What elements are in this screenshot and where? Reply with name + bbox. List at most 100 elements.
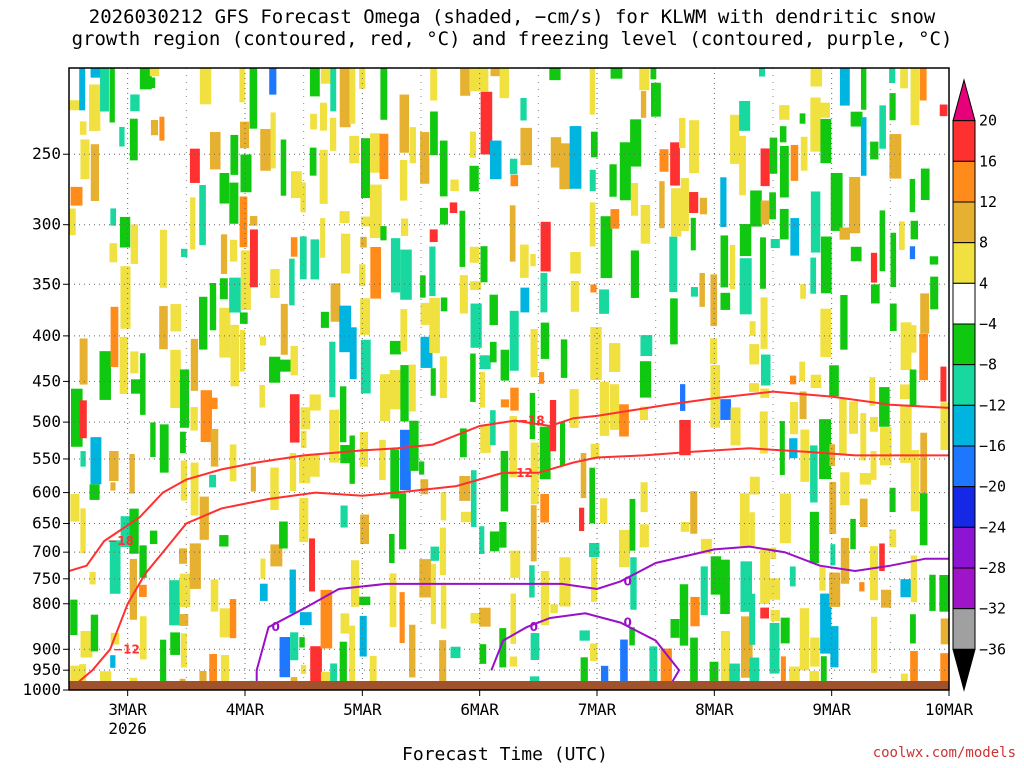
x-tick-year: 2026 [108, 719, 147, 738]
omega-cell [870, 141, 879, 160]
omega-cell [570, 281, 579, 312]
omega-cell [469, 131, 477, 158]
omega-cell [219, 278, 228, 300]
colorbar-swatch [952, 526, 976, 569]
omega-cell [790, 218, 800, 256]
omega-cell [650, 82, 661, 117]
omega-cell [789, 666, 800, 690]
omega-cell [540, 272, 548, 313]
omega-cell [159, 306, 168, 350]
omega-cell [229, 444, 237, 482]
omega-cell [290, 171, 302, 199]
omega-cell [79, 121, 87, 135]
omega-cell [910, 450, 920, 512]
omega-cell [79, 400, 87, 439]
omega-cell [110, 208, 117, 226]
omega-cell [789, 438, 798, 459]
omega-cell [449, 202, 458, 214]
y-tick-label: 450 [32, 371, 61, 390]
omega-cell [459, 275, 468, 314]
omega-cell [420, 275, 426, 298]
x-tick-label: 10MAR [925, 700, 974, 719]
omega-cell [180, 248, 188, 258]
omega-cell [919, 493, 928, 546]
omega-cell [539, 372, 545, 384]
omega-cell [480, 425, 491, 453]
omega-cell [889, 134, 902, 179]
omega-cell [900, 579, 912, 598]
omega-cell [159, 229, 167, 288]
omega-cell [149, 530, 158, 545]
omega-cell [779, 145, 789, 198]
omega-cell [720, 177, 727, 228]
omega-cell [290, 237, 298, 257]
omega-cell [389, 573, 397, 628]
omega-cell [129, 508, 139, 554]
omega-cell [349, 625, 355, 682]
omega-cell [909, 369, 917, 406]
omega-cell [499, 68, 509, 99]
omega-cell [659, 149, 669, 172]
omega-cell [379, 439, 386, 481]
omega-cell [330, 283, 341, 322]
omega-cell [360, 216, 372, 227]
omega-cell [550, 604, 558, 614]
contour-label: −12 [506, 466, 533, 480]
omega-cell [829, 572, 841, 607]
omega-cell [420, 132, 430, 184]
omega-cell [489, 140, 502, 180]
omega-cell [189, 543, 201, 589]
contour-line [69, 390, 949, 572]
omega-cell [270, 544, 283, 567]
omega-cell [670, 142, 680, 186]
terrain-ground [69, 681, 949, 690]
omega-cell [429, 297, 440, 354]
omega-cell [869, 685, 876, 690]
omega-cell [370, 246, 382, 299]
omega-cell [710, 556, 722, 595]
omega-cell [729, 663, 740, 690]
omega-cell [129, 118, 138, 161]
omega-cell [399, 94, 410, 153]
omega-cell [730, 407, 741, 446]
omega-cell [879, 105, 886, 149]
omega-cell [600, 665, 609, 690]
omega-cell [819, 419, 832, 480]
omega-cell [920, 293, 930, 334]
omega-cell [759, 68, 766, 77]
omega-cell [70, 493, 80, 522]
omega-cell [409, 624, 416, 678]
omega-cell [599, 498, 608, 524]
omega-cell [610, 68, 623, 79]
omega-cell [630, 557, 637, 610]
omega-cell [869, 546, 878, 601]
omega-cell [820, 236, 832, 294]
omega-cell [429, 229, 438, 243]
omega-cell [780, 656, 786, 689]
y-tick-label: 950 [32, 660, 61, 679]
omega-cell [700, 538, 712, 554]
omega-cell [479, 371, 486, 408]
omega-cell [940, 618, 949, 645]
omega-cell [690, 596, 700, 627]
omega-cell [670, 188, 682, 237]
omega-cell [359, 264, 366, 287]
omega-cell [640, 482, 648, 513]
omega-cell [439, 527, 447, 576]
omega-cell [70, 665, 82, 690]
omega-cell [860, 68, 867, 110]
omega-cell [129, 558, 138, 620]
omega-cell [909, 246, 916, 260]
omega-cell [860, 412, 867, 461]
omega-cell [440, 582, 447, 629]
omega-cell [310, 113, 317, 130]
omega-cell [159, 424, 169, 473]
omega-cell [340, 444, 353, 464]
omega-cell [510, 550, 521, 578]
omega-cell [119, 216, 131, 248]
omega-cell [749, 657, 760, 690]
omega-cell [430, 68, 438, 101]
omega-cell [70, 599, 78, 636]
omega-cell [509, 416, 517, 478]
colorbar-arrow-bottom [952, 648, 976, 692]
